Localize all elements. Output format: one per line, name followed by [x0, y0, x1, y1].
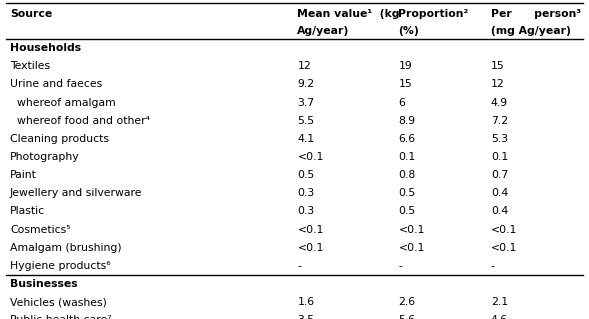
Text: Urine and faeces: Urine and faeces: [10, 79, 102, 89]
Text: (mg Ag/year): (mg Ag/year): [491, 26, 571, 36]
Text: 1.6: 1.6: [297, 297, 315, 307]
Text: Photography: Photography: [10, 152, 80, 162]
Text: 6.6: 6.6: [398, 134, 415, 144]
Text: 3.5: 3.5: [297, 315, 315, 319]
Text: 0.3: 0.3: [297, 206, 315, 216]
Text: 0.7: 0.7: [491, 170, 508, 180]
Text: 19: 19: [398, 61, 412, 71]
Text: Hygiene products⁶: Hygiene products⁶: [10, 261, 111, 271]
Text: <0.1: <0.1: [297, 243, 324, 253]
Text: -: -: [297, 261, 301, 271]
Text: 12: 12: [297, 61, 311, 71]
Text: Source: Source: [10, 9, 52, 19]
Text: <0.1: <0.1: [398, 243, 425, 253]
Text: 2.6: 2.6: [398, 297, 415, 307]
Text: 8.9: 8.9: [398, 116, 415, 126]
Text: 9.2: 9.2: [297, 79, 315, 89]
Text: 0.4: 0.4: [491, 188, 508, 198]
Text: 12: 12: [491, 79, 505, 89]
Text: Vehicles (washes): Vehicles (washes): [10, 297, 107, 307]
Text: Ag/year): Ag/year): [297, 26, 350, 36]
Text: <0.1: <0.1: [398, 225, 425, 234]
Text: <0.1: <0.1: [491, 225, 517, 234]
Text: whereof amalgam: whereof amalgam: [10, 98, 115, 108]
Text: 7.2: 7.2: [491, 116, 508, 126]
Text: Businesses: Businesses: [10, 279, 78, 289]
Text: Textiles: Textiles: [10, 61, 50, 71]
Text: 4.9: 4.9: [491, 98, 508, 108]
Text: 0.3: 0.3: [297, 188, 315, 198]
Text: Proportion²: Proportion²: [398, 9, 469, 19]
Text: whereof food and other⁴: whereof food and other⁴: [10, 116, 150, 126]
Text: Cosmetics⁵: Cosmetics⁵: [10, 225, 71, 234]
Text: Mean value¹  (kg: Mean value¹ (kg: [297, 9, 400, 19]
Text: 15: 15: [398, 79, 412, 89]
Text: 0.1: 0.1: [398, 152, 416, 162]
Text: 0.5: 0.5: [398, 206, 416, 216]
Text: 5.3: 5.3: [491, 134, 508, 144]
Text: Households: Households: [10, 43, 81, 53]
Text: <0.1: <0.1: [297, 152, 324, 162]
Text: 6: 6: [398, 98, 405, 108]
Text: 3.7: 3.7: [297, 98, 315, 108]
Text: Public health care⁷: Public health care⁷: [10, 315, 111, 319]
Text: 5.5: 5.5: [297, 116, 315, 126]
Text: 4.1: 4.1: [297, 134, 315, 144]
Text: -: -: [491, 261, 495, 271]
Text: Amalgam (brushing): Amalgam (brushing): [10, 243, 121, 253]
Text: Cleaning products: Cleaning products: [10, 134, 109, 144]
Text: 2.1: 2.1: [491, 297, 508, 307]
Text: 0.8: 0.8: [398, 170, 416, 180]
Text: -: -: [398, 261, 402, 271]
Text: 0.5: 0.5: [398, 188, 416, 198]
Text: (%): (%): [398, 26, 419, 36]
Text: 5.6: 5.6: [398, 315, 415, 319]
Text: 0.1: 0.1: [491, 152, 508, 162]
Text: Plastic: Plastic: [10, 206, 45, 216]
Text: 15: 15: [491, 61, 505, 71]
Text: Per      person³: Per person³: [491, 9, 581, 19]
Text: 0.4: 0.4: [491, 206, 508, 216]
Text: <0.1: <0.1: [491, 243, 517, 253]
Text: 0.5: 0.5: [297, 170, 315, 180]
Text: <0.1: <0.1: [297, 225, 324, 234]
Text: Paint: Paint: [10, 170, 37, 180]
Text: 4.6: 4.6: [491, 315, 508, 319]
Text: Jewellery and silverware: Jewellery and silverware: [10, 188, 143, 198]
